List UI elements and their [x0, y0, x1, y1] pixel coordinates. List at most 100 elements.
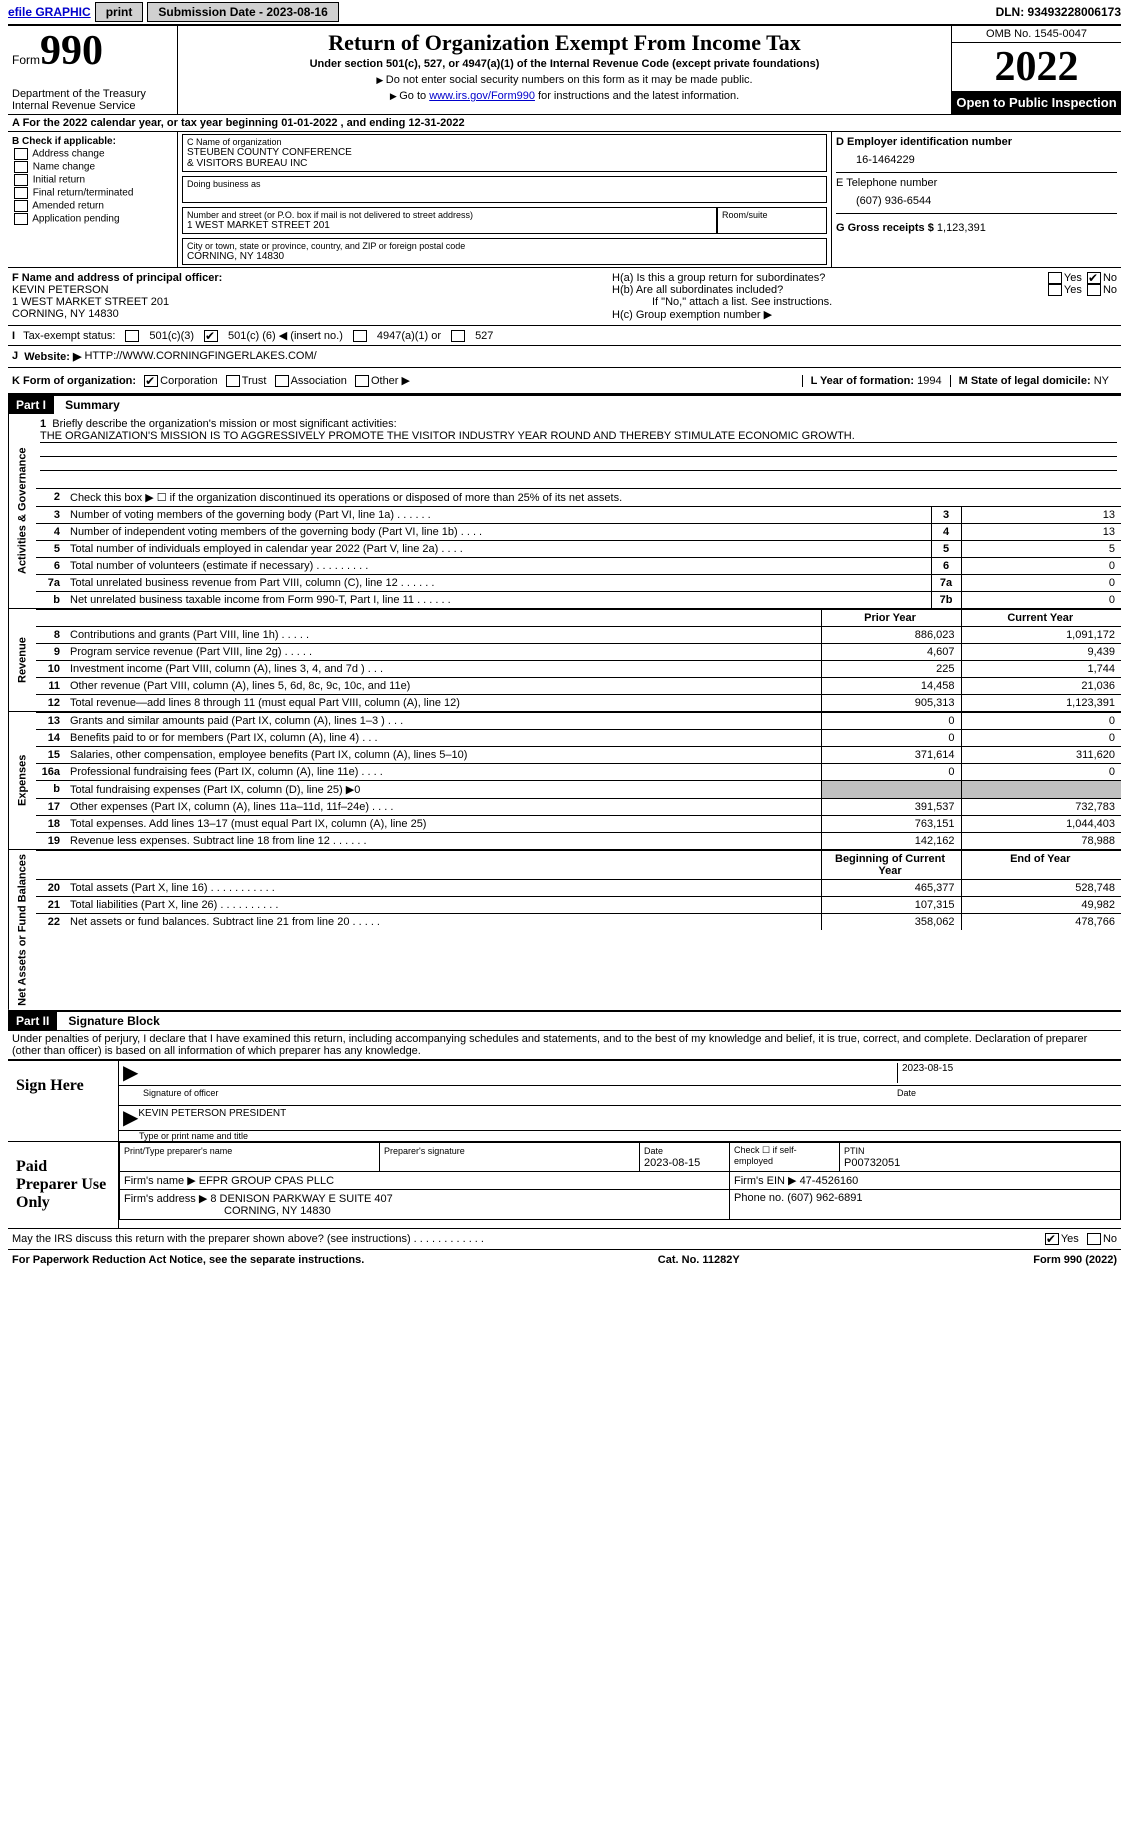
firm-addr-lbl: Firm's address ▶ — [124, 1193, 207, 1205]
cb-corp[interactable] — [144, 375, 158, 387]
box-dba: Doing business as — [182, 176, 827, 203]
q1-label: Briefly describe the organization's miss… — [52, 418, 396, 430]
form-number: 990 — [40, 30, 103, 72]
addr-value: 1 WEST MARKET STREET 201 — [187, 220, 712, 231]
cb-4947[interactable] — [353, 330, 367, 342]
i-label: Tax-exempt status: — [23, 330, 115, 342]
submission-date: Submission Date - 2023-08-16 — [147, 2, 338, 22]
org-name-1: STEUBEN COUNTY CONFERENCE — [187, 147, 822, 158]
efile-link[interactable]: efile GRAPHIC — [8, 5, 91, 19]
cb-501c[interactable] — [204, 330, 218, 342]
dln-label: DLN: 93493228006173 — [996, 5, 1121, 19]
prior-year-hdr: Prior Year — [821, 610, 961, 627]
table-row: 16aProfessional fundraising fees (Part I… — [36, 764, 1121, 781]
section-bcd: B Check if applicable: Address change Na… — [8, 131, 1121, 267]
section-activities-governance: Activities & Governance 1 Briefly descri… — [8, 414, 1121, 608]
officer-name-title: KEVIN PETERSON PRESIDENT — [138, 1108, 286, 1128]
part2-header: Part II Signature Block — [8, 1010, 1121, 1030]
table-row: 14Benefits paid to or for members (Part … — [36, 730, 1121, 747]
sig-officer-lbl: Signature of officer — [123, 1088, 897, 1103]
table-row: 4Number of independent voting members of… — [36, 524, 1121, 541]
cb-trust[interactable] — [226, 375, 240, 387]
form-header: Form 990 Department of the Treasury Inte… — [8, 24, 1121, 114]
opt-501c3: 501(c)(3) — [149, 330, 194, 342]
firm-ein-lbl: Firm's EIN ▶ — [734, 1175, 797, 1187]
table-row: 19Revenue less expenses. Subtract line 1… — [36, 833, 1121, 850]
box-f-officer: F Name and address of principal officer:… — [8, 268, 608, 325]
firm-name: EFPR GROUP CPAS PLLC — [199, 1175, 334, 1187]
cb-app-pending[interactable]: Application pending — [12, 213, 173, 225]
col-b-checkboxes: B Check if applicable: Address change Na… — [8, 132, 178, 267]
cb-address-change[interactable]: Address change — [12, 148, 173, 160]
firm-phone-lbl: Phone no. — [734, 1192, 784, 1204]
paid-preparer-section: Paid Preparer Use Only Print/Type prepar… — [8, 1141, 1121, 1228]
row-k-form-org: K Form of organization: Corporation Trus… — [8, 367, 1121, 395]
q2-text: Check this box ▶ ☐ if the organization d… — [66, 489, 1121, 507]
irs-link[interactable]: www.irs.gov/Form990 — [429, 90, 535, 102]
dba-label: Doing business as — [187, 179, 822, 189]
sign-here-label: Sign Here — [8, 1061, 118, 1141]
begin-year-hdr: Beginning of Current Year — [821, 851, 961, 880]
m-cell: M State of legal domicile: NY — [950, 375, 1117, 387]
addr-label: Number and street (or P.O. box if mail i… — [187, 210, 712, 220]
exp-lines: 13Grants and similar amounts paid (Part … — [36, 712, 1121, 849]
q1-text: THE ORGANIZATION'S MISSION IS TO AGGRESS… — [40, 430, 855, 442]
end-year-hdr: End of Year — [961, 851, 1121, 880]
opt-4947: 4947(a)(1) or — [377, 330, 441, 342]
paid-label: Paid Preparer Use Only — [8, 1142, 118, 1228]
cb-501c3[interactable] — [125, 330, 139, 342]
tel-label: E Telephone number — [836, 172, 1117, 189]
open-inspection: Open to Public Inspection — [952, 91, 1121, 114]
hb-note: If "No," attach a list. See instructions… — [612, 296, 1117, 308]
goto-pre: Go to — [399, 90, 429, 102]
cb-amended-return[interactable]: Amended return — [12, 200, 173, 212]
cb-other[interactable] — [355, 375, 369, 387]
sig-date: 2023-08-15 — [897, 1063, 1117, 1083]
col-deg: D Employer identification number 16-1464… — [831, 132, 1121, 267]
org-name-2: & VISITORS BUREAU INC — [187, 158, 822, 169]
table-row: 5Total number of individuals employed in… — [36, 541, 1121, 558]
city-value: CORNING, NY 14830 — [187, 251, 822, 262]
firm-ein: 47-4526160 — [800, 1175, 859, 1187]
c-label: C Name of organization — [187, 137, 822, 147]
paid-table: Print/Type preparer's name Preparer's si… — [119, 1142, 1121, 1220]
cb-final-return[interactable]: Final return/terminated — [12, 187, 173, 199]
cb-assoc[interactable] — [275, 375, 289, 387]
form-label: Form — [12, 53, 40, 67]
city-label: City or town, state or province, country… — [187, 241, 822, 251]
form-subtitle: Under section 501(c), 527, or 4947(a)(1)… — [182, 58, 947, 70]
box-room: Room/suite — [717, 207, 827, 234]
table-row: bNet unrelated business taxable income f… — [36, 592, 1121, 609]
table-row: 3Number of voting members of the governi… — [36, 507, 1121, 524]
ag-lines: 3Number of voting members of the governi… — [36, 506, 1121, 608]
table-row: 8Contributions and grants (Part VIII, li… — [36, 627, 1121, 644]
table-row: 12Total revenue—add lines 8 through 11 (… — [36, 695, 1121, 712]
penalty-text: Under penalties of perjury, I declare th… — [8, 1030, 1121, 1059]
cb-may-yes[interactable] — [1045, 1233, 1059, 1245]
arrow-icon: ▶ — [123, 1063, 138, 1083]
opt-501c: 501(c) (6) ◀ (insert no.) — [228, 329, 343, 342]
table-row: 15Salaries, other compensation, employee… — [36, 747, 1121, 764]
may-irs-row: May the IRS discuss this return with the… — [8, 1228, 1121, 1249]
k-label: K Form of organization: — [12, 375, 136, 387]
opt-trust: Trust — [242, 375, 267, 387]
cb-527[interactable] — [451, 330, 465, 342]
cb-initial-return[interactable]: Initial return — [12, 174, 173, 186]
date-lbl: Date — [897, 1088, 1117, 1103]
hb-yes: Yes — [1064, 284, 1082, 296]
ein-value: 16-1464229 — [836, 148, 1117, 172]
name-title-lbl: Type or print name and title — [119, 1131, 1121, 1141]
gross-row: G Gross receipts $ 1,123,391 — [836, 213, 1117, 234]
table-row: 13Grants and similar amounts paid (Part … — [36, 713, 1121, 730]
website-url: HTTP://WWW.CORNINGFINGERLAKES.COM/ — [84, 350, 316, 363]
print-button[interactable]: print — [95, 2, 144, 22]
vlabel-na: Net Assets or Fund Balances — [8, 850, 36, 1010]
box-city: City or town, state or province, country… — [182, 238, 827, 265]
ha-label: H(a) Is this a group return for subordin… — [612, 272, 1046, 284]
cb-may-no[interactable] — [1087, 1233, 1101, 1245]
l-cell: L Year of formation: 1994 — [802, 375, 950, 387]
ha-yes: Yes — [1064, 272, 1082, 284]
cb-name-change[interactable]: Name change — [12, 161, 173, 173]
table-row: 9Program service revenue (Part VIII, lin… — [36, 644, 1121, 661]
top-toolbar: efile GRAPHIC print Submission Date - 20… — [8, 0, 1121, 24]
